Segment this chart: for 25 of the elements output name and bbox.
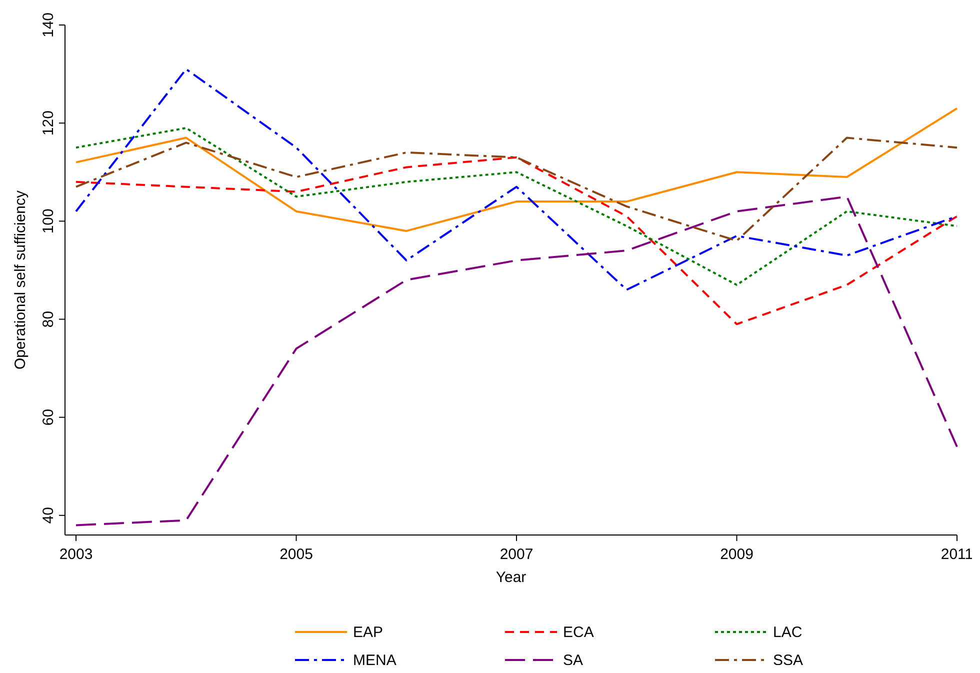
line-series [75,156,958,326]
line-series [75,107,958,232]
y-tick-label: 40 [40,507,57,524]
x-tick-label: 2003 [59,546,93,563]
line-series [75,196,958,526]
y-tick-label: 120 [40,110,57,136]
legend-label: LAC [773,624,802,641]
x-tick-label: 2011 [940,546,974,563]
legend-label: SSA [773,652,804,669]
line-series [75,68,958,291]
legend-label: ECA [563,624,594,641]
legend-label: MENA [353,652,396,669]
y-tick-label: 60 [40,408,57,426]
x-axis-title: Year [496,569,526,586]
y-tick-label: 80 [40,310,57,328]
y-tick-label: 140 [40,12,57,38]
y-axis-title: Operational self sufficiency [12,190,29,370]
legend-label: SA [563,652,584,669]
y-tick-label: 100 [40,208,57,234]
x-tick-label: 2007 [500,546,534,563]
legend-label: EAP [353,624,384,641]
x-tick-label: 2005 [280,546,313,563]
line-series [75,136,958,242]
x-tick-label: 2009 [720,546,754,563]
line-series [75,126,958,286]
